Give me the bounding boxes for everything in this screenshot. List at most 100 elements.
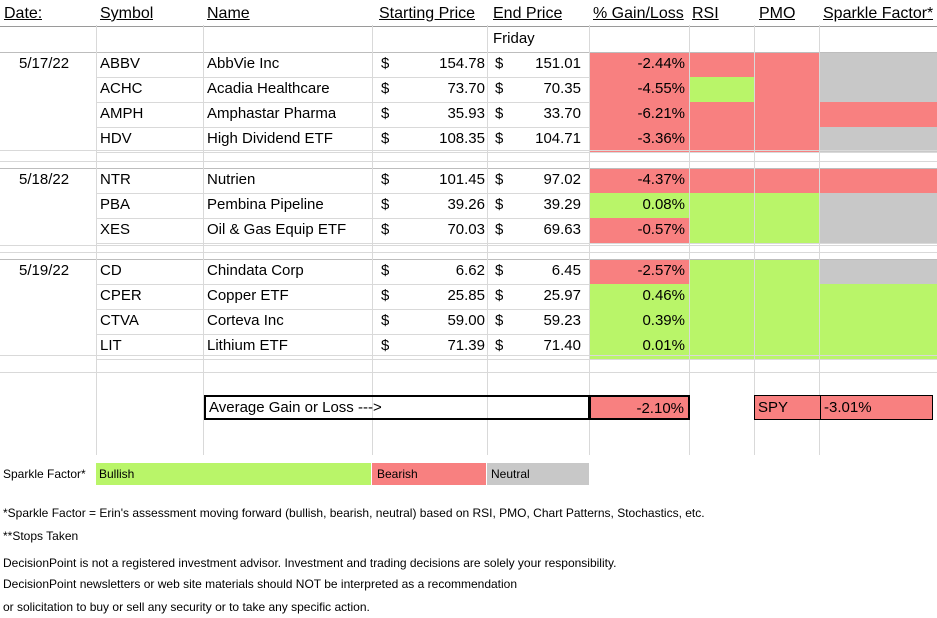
gain-cell: -2.44% — [637, 55, 685, 72]
gain-cell: -6.21% — [637, 105, 685, 122]
symbol-cell: ACHC — [100, 80, 143, 97]
end-price-cell: 33.70 — [543, 105, 581, 122]
rsi-indicator — [690, 309, 754, 334]
pmo-indicator — [755, 218, 819, 243]
pmo-indicator — [755, 193, 819, 218]
column-divider — [372, 25, 373, 455]
symbol-cell: LIT — [100, 337, 122, 354]
header-gain-loss: % Gain/Loss — [593, 5, 684, 22]
name-cell: High Dividend ETF — [207, 130, 333, 147]
group-top-divider — [0, 52, 937, 53]
start-price-cell: 154.78 — [439, 55, 485, 72]
symbol-cell: XES — [100, 221, 131, 238]
legend-bearish: Bearish — [372, 463, 486, 485]
name-cell: Copper ETF — [207, 287, 289, 304]
start-price-cell: 108.35 — [439, 130, 485, 147]
pmo-indicator — [755, 168, 819, 193]
pmo-indicator — [755, 309, 819, 334]
start-price-cell: 70.03 — [447, 221, 485, 238]
name-cell: AbbVie Inc — [207, 55, 280, 72]
symbol-cell: ABBV — [100, 55, 141, 72]
gain-cell: -3.36% — [637, 130, 685, 147]
gain-fill — [590, 102, 689, 127]
row-divider — [96, 77, 937, 78]
end-price-cell: 71.40 — [543, 337, 581, 354]
gain-fill — [590, 284, 689, 309]
start-currency: $ — [381, 287, 390, 304]
column-divider — [487, 25, 488, 455]
end-currency: $ — [495, 196, 504, 213]
pmo-indicator — [755, 259, 819, 284]
start-currency: $ — [381, 80, 390, 97]
column-divider — [689, 25, 690, 455]
sparkle-indicator — [820, 52, 937, 77]
sparkle-indicator — [820, 127, 937, 152]
row-divider — [96, 284, 937, 285]
pmo-indicator — [755, 334, 819, 359]
end-price-cell: 6.45 — [551, 262, 581, 279]
note-sparkle-definition: *Sparkle Factor = Erin's assessment movi… — [3, 506, 705, 520]
sparkle-indicator — [820, 168, 937, 193]
symbol-cell: HDV — [100, 130, 132, 147]
start-currency: $ — [381, 171, 390, 188]
rsi-indicator — [690, 218, 754, 243]
sparkle-indicator — [820, 193, 937, 218]
symbol-cell: AMPH — [100, 105, 144, 122]
header-starting-price: Starting Price — [379, 5, 476, 22]
rsi-indicator — [690, 77, 754, 102]
rsi-indicator — [690, 259, 754, 284]
gain-cell: -4.37% — [637, 171, 685, 188]
name-cell: Oil & Gas Equip ETF — [207, 221, 347, 238]
symbol-cell: NTR — [100, 171, 131, 188]
end-price-cell: 69.63 — [543, 221, 581, 238]
header-end-price: End Price — [493, 5, 563, 22]
start-price-cell: 35.93 — [447, 105, 485, 122]
symbol-cell: CTVA — [100, 312, 139, 329]
name-cell: Pembina Pipeline — [207, 196, 324, 213]
start-currency: $ — [381, 337, 390, 354]
rsi-indicator — [690, 127, 754, 152]
name-cell: Lithium ETF — [207, 337, 288, 354]
gain-fill — [590, 52, 689, 77]
column-divider — [819, 25, 820, 455]
pmo-indicator — [755, 284, 819, 309]
rsi-indicator — [690, 193, 754, 218]
average-value: -2.10% — [589, 395, 690, 420]
name-cell: Acadia Healthcare — [207, 80, 330, 97]
row-divider — [96, 102, 937, 103]
spacer-line — [0, 252, 937, 253]
spy-value: -3.01% — [820, 395, 933, 420]
gain-cell: 0.46% — [642, 287, 685, 304]
header-divider — [0, 26, 937, 27]
legend-bullish: Bullish — [96, 463, 371, 485]
end-currency: $ — [495, 287, 504, 304]
sparkle-indicator — [820, 259, 937, 284]
rsi-indicator — [690, 102, 754, 127]
average-label-box: Average Gain or Loss ---> — [204, 395, 590, 420]
gain-fill — [590, 259, 689, 284]
gain-fill — [590, 309, 689, 334]
end-currency: $ — [495, 105, 504, 122]
note-disclaimer-3: or solicitation to buy or sell any secur… — [3, 600, 370, 614]
header-symbol: Symbol — [100, 5, 154, 22]
row-divider — [96, 193, 937, 194]
gain-fill — [590, 77, 689, 102]
group-date: 5/17/22 — [19, 55, 70, 72]
gain-fill — [590, 127, 689, 152]
header-pmo: PMO — [759, 5, 796, 22]
column-divider — [589, 25, 590, 455]
pmo-indicator — [755, 102, 819, 127]
sparkle-indicator — [820, 218, 937, 243]
end-currency: $ — [495, 221, 504, 238]
row-divider — [96, 127, 937, 128]
header-name: Name — [207, 5, 250, 22]
start-price-cell: 6.62 — [455, 262, 485, 279]
rsi-indicator — [690, 52, 754, 77]
group-top-divider — [0, 168, 937, 169]
end-price-cell: 104.71 — [535, 130, 581, 147]
name-cell: Corteva Inc — [207, 312, 284, 329]
symbol-cell: CD — [100, 262, 122, 279]
symbol-cell: CPER — [100, 287, 142, 304]
gain-cell: -2.57% — [637, 262, 685, 279]
sparkle-indicator — [820, 77, 937, 102]
